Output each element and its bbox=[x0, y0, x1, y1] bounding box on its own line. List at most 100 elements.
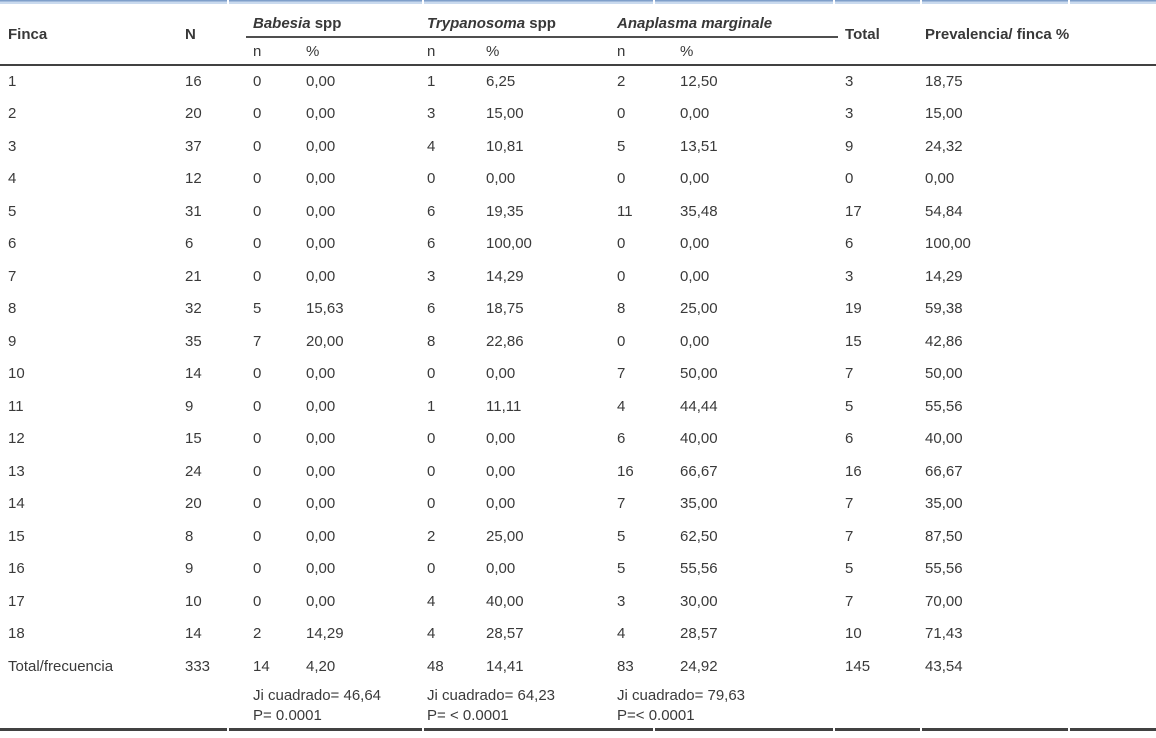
cell-total: 10 bbox=[845, 625, 862, 643]
bottom-rule-segment bbox=[835, 728, 920, 731]
header-trypanosoma: Trypanosoma spp bbox=[420, 4, 611, 38]
cell-b_n: 0 bbox=[253, 202, 262, 220]
cell-b_pct: 0,00 bbox=[306, 560, 336, 578]
bottom-rule bbox=[0, 728, 1156, 731]
cell-empty bbox=[838, 683, 918, 729]
cell-b_pct: 0,00 bbox=[306, 430, 336, 448]
cell-n: 37 bbox=[185, 137, 202, 155]
top-rule-segment bbox=[922, 0, 1068, 4]
cell-b_pct: 0,00 bbox=[306, 592, 336, 610]
cell-b_pct: 14,29 bbox=[306, 625, 344, 643]
cell-b_pct: 0,00 bbox=[306, 137, 336, 155]
subheader-anaplasma-n: n bbox=[610, 37, 674, 66]
cell-b_pct: 0,00 bbox=[306, 462, 336, 480]
table-body: 1 16 0 0,00 1 6,25 2 12,50 3 18,75 2 20 0 0,00 3 15,00 0… bbox=[0, 65, 1156, 683]
cell-a_n: 11 bbox=[617, 202, 633, 220]
cell-a_pct: 35,48 bbox=[680, 202, 718, 220]
cell-n: 24 bbox=[185, 462, 202, 480]
cell-total: 3 bbox=[845, 73, 854, 91]
cell-a_n: 0 bbox=[617, 105, 626, 123]
cell-t_pct: 6,25 bbox=[486, 73, 516, 91]
cell-finca: 6 bbox=[8, 235, 17, 253]
cell-total: 3 bbox=[845, 105, 854, 123]
cell-n: 10 bbox=[185, 592, 202, 610]
cell-total: 6 bbox=[845, 235, 854, 253]
table-row-finca-11: 11 9 0 0,00 1 11,11 4 44,44 5 55,56 bbox=[0, 390, 1156, 423]
cell-prev: 66,67 bbox=[925, 462, 963, 480]
cell-total: 7 bbox=[845, 527, 854, 545]
cell-finca: 5 bbox=[8, 202, 17, 220]
header-finca: Finca bbox=[0, 4, 178, 66]
header-babesia-name: Babesia bbox=[253, 15, 311, 32]
cell-a_pct: 62,50 bbox=[680, 527, 718, 545]
cell-b_pct: 0,00 bbox=[306, 73, 336, 91]
cell-b_n: 14 bbox=[253, 657, 270, 675]
cell-t_n: 1 bbox=[427, 73, 436, 91]
cell-b_n: 0 bbox=[253, 73, 262, 91]
header-n: N bbox=[178, 4, 246, 66]
cell-finca: 10 bbox=[8, 365, 25, 383]
cell-t_n: 0 bbox=[427, 560, 436, 578]
cell-n: 32 bbox=[185, 300, 202, 318]
cell-total: 17 bbox=[845, 202, 862, 220]
cell-b_n: 0 bbox=[253, 365, 262, 383]
cell-a_n: 0 bbox=[617, 267, 626, 285]
cell-a_n: 4 bbox=[617, 625, 626, 643]
cell-n: 15 bbox=[185, 430, 202, 448]
cell-prev: 18,75 bbox=[925, 73, 963, 91]
cell-a_pct: 0,00 bbox=[680, 105, 710, 123]
cell-b_n: 7 bbox=[253, 332, 262, 350]
subheader-babesia-n: n bbox=[246, 37, 299, 66]
table-row-finca-12: 12 15 0 0,00 0 0,00 6 40,00 6 40,00 bbox=[0, 423, 1156, 456]
babesia-statistics: Ji cuadrado= 46,64 P= 0.0001 bbox=[246, 683, 420, 729]
header-anaplasma-name: Anaplasma marginale bbox=[617, 15, 773, 32]
table-row-finca-13: 13 24 0 0,00 0 0,00 16 66,67 16 66,67 bbox=[0, 455, 1156, 488]
cell-a_n: 16 bbox=[617, 462, 634, 480]
cell-finca: 18 bbox=[8, 625, 25, 643]
top-rule-segment bbox=[835, 0, 920, 4]
cell-b_n: 5 bbox=[253, 300, 262, 318]
cell-n: 20 bbox=[185, 495, 202, 513]
cell-t_n: 0 bbox=[427, 365, 436, 383]
cell-total: 16 bbox=[845, 462, 862, 480]
cell-a_pct: 0,00 bbox=[680, 267, 710, 285]
babesia-p-value: P= 0.0001 bbox=[253, 706, 322, 724]
cell-finca: 7 bbox=[8, 267, 17, 285]
table-row-finca-6: 6 6 0 0,00 6 100,00 0 0,00 6 100,00 bbox=[0, 228, 1156, 261]
cell-a_n: 83 bbox=[617, 657, 634, 675]
table-row-finca-16: 16 9 0 0,00 0 0,00 5 55,56 5 55,56 bbox=[0, 553, 1156, 586]
cell-a_pct: 25,00 bbox=[680, 300, 718, 318]
cell-prev: 40,00 bbox=[925, 430, 963, 448]
table-row-finca-9: 9 35 7 20,00 8 22,86 0 0,00 15 42,86 bbox=[0, 325, 1156, 358]
cell-n: 35 bbox=[185, 332, 202, 350]
cell-n: 31 bbox=[185, 202, 202, 220]
header-trypanosoma-suffix: spp bbox=[525, 15, 556, 32]
cell-prev: 15,00 bbox=[925, 105, 963, 123]
cell-total: 6 bbox=[845, 430, 854, 448]
cell-b_pct: 0,00 bbox=[306, 202, 336, 220]
cell-a_n: 0 bbox=[617, 235, 626, 253]
cell-a_pct: 30,00 bbox=[680, 592, 718, 610]
cell-t_n: 0 bbox=[427, 462, 436, 480]
anaplasma-p-value: P=< 0.0001 bbox=[617, 706, 695, 724]
table-row-finca-5: 5 31 0 0,00 6 19,35 11 35,48 17 54,84 bbox=[0, 195, 1156, 228]
cell-finca: 2 bbox=[8, 105, 17, 123]
cell-prev: 14,29 bbox=[925, 267, 963, 285]
cell-b_n: 0 bbox=[253, 397, 262, 415]
cell-a_n: 5 bbox=[617, 527, 626, 545]
cell-prev: 50,00 bbox=[925, 365, 963, 383]
cell-t_pct: 18,75 bbox=[486, 300, 524, 318]
cell-t_pct: 15,00 bbox=[486, 105, 524, 123]
top-rule-segment bbox=[424, 0, 653, 4]
cell-t_n: 1 bbox=[427, 397, 436, 415]
cell-a_pct: 35,00 bbox=[680, 495, 718, 513]
table-row-finca-14: 14 20 0 0,00 0 0,00 7 35,00 7 35,00 bbox=[0, 488, 1156, 521]
cell-n: 20 bbox=[185, 105, 202, 123]
cell-a_pct: 24,92 bbox=[680, 657, 718, 675]
cell-finca: 4 bbox=[8, 170, 17, 188]
table-row-finca-3: 3 37 0 0,00 4 10,81 5 13,51 9 24,32 bbox=[0, 130, 1156, 163]
cell-b_n: 0 bbox=[253, 267, 262, 285]
cell-t_pct: 22,86 bbox=[486, 332, 524, 350]
cell-total: 3 bbox=[845, 267, 854, 285]
cell-finca: Total/frecuencia bbox=[8, 657, 114, 675]
